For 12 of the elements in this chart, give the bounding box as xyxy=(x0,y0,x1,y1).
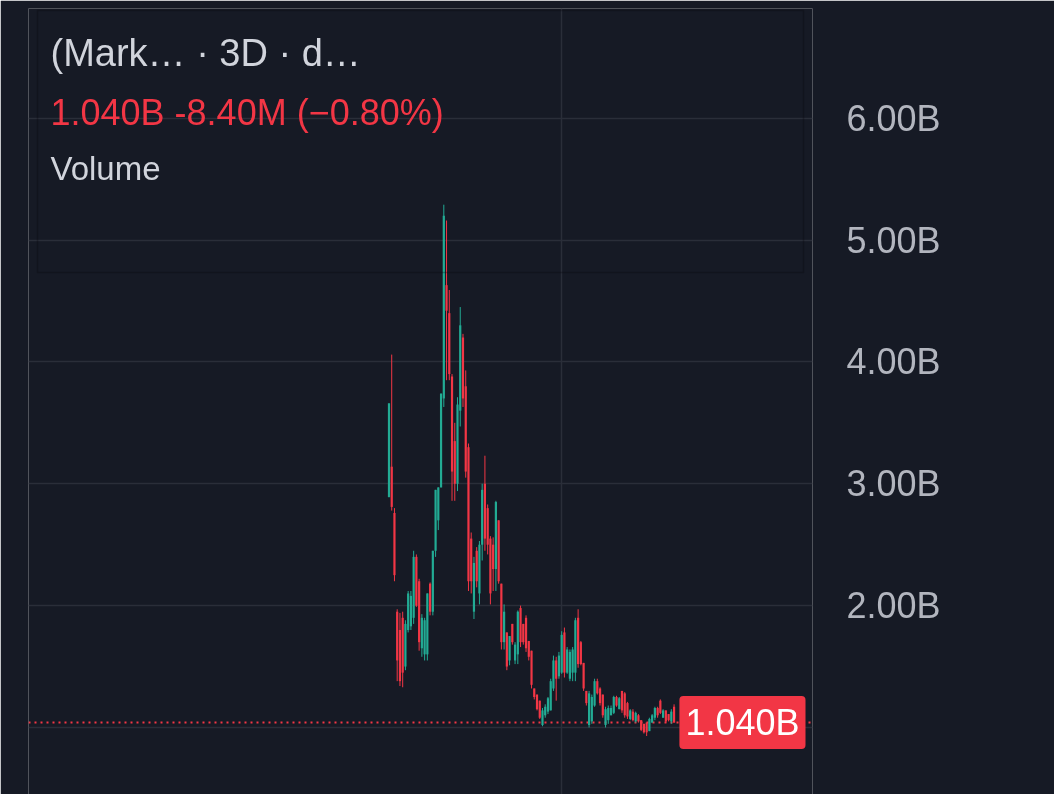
candlestick xyxy=(604,706,607,728)
text: (Mark… · 3D · d… xyxy=(50,31,361,74)
text: 1.040B -8.40M (−0.80%) xyxy=(50,92,444,133)
candlestick xyxy=(555,656,558,702)
y-tick-label: 6.00B xyxy=(846,97,941,139)
y-tick-label: 2.00B xyxy=(846,585,941,627)
candlestick xyxy=(541,707,544,727)
y-tick-label: 5.00B xyxy=(846,219,941,261)
y-tick-label: 3.00B xyxy=(846,463,941,505)
y-tick-label: 4.00B xyxy=(846,341,941,383)
ref-line-label: 1.040B xyxy=(685,702,800,744)
annotation: Volume xyxy=(50,150,161,187)
